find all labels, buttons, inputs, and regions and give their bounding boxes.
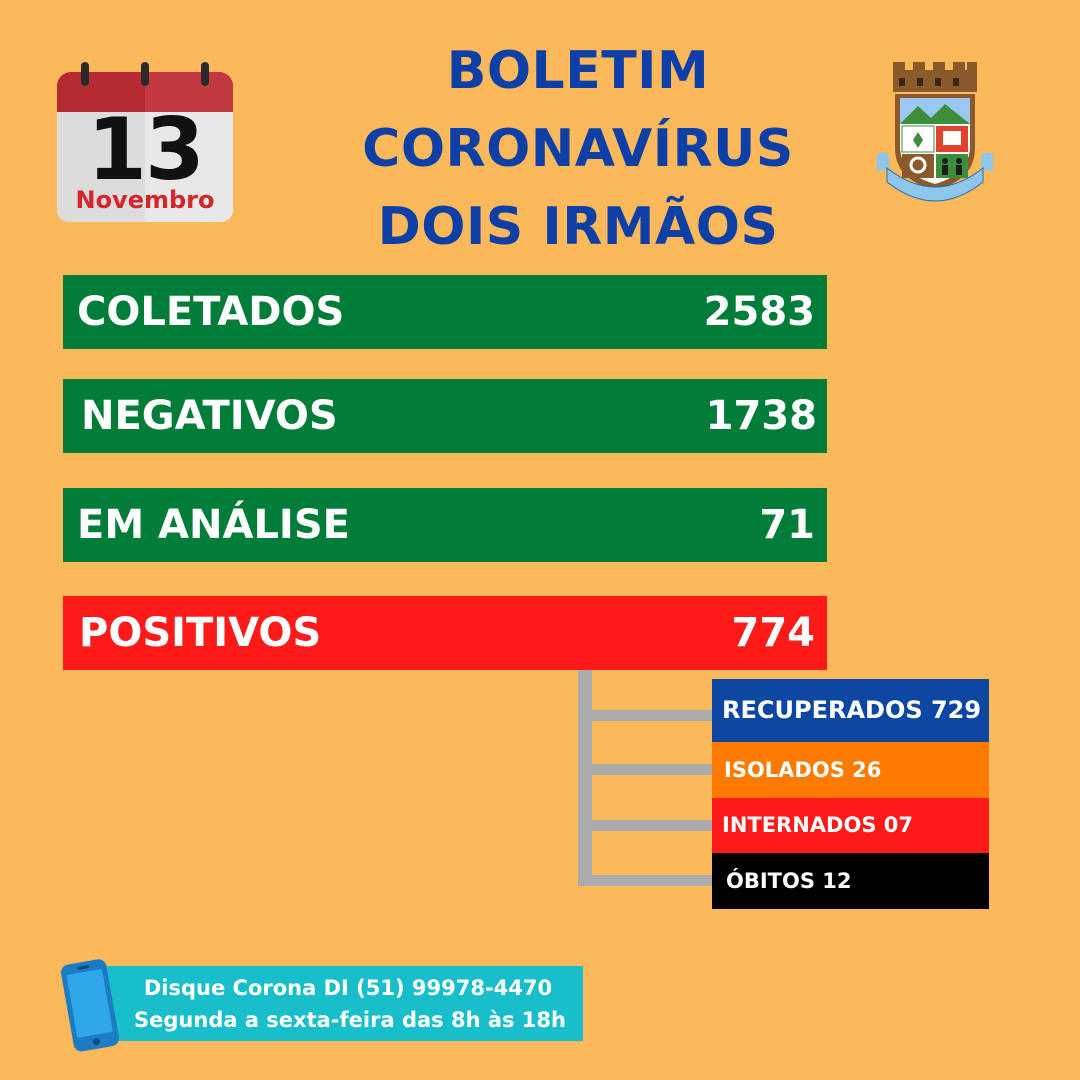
contact-phone-line: Disque Corona DI (51) 99978-4470 <box>143 976 553 1000</box>
breakdown-isolados: ISOLADOS 26 <box>712 742 989 798</box>
contact-hours-line: Segunda a sexta-feira das 8h às 18h <box>134 1008 566 1032</box>
calendar-month: Novembro <box>75 186 215 214</box>
breakdown-label: ISOLADOS 26 <box>724 758 882 782</box>
connector-branch <box>578 875 712 886</box>
connector-branch <box>578 820 712 831</box>
stat-bar-negativos: NEGATIVOS 1738 <box>63 379 827 453</box>
stat-label: EM ANÁLISE <box>77 502 350 548</box>
breakdown-label: INTERNADOS 07 <box>722 813 913 837</box>
stat-label: COLETADOS <box>77 289 345 335</box>
title-line-3: DOIS IRMÃOS <box>377 197 779 257</box>
stat-bar-coletados: COLETADOS 2583 <box>63 275 827 349</box>
contact-banner: Disque Corona DI (51) 99978-4470 Segunda… <box>99 966 583 1041</box>
smartphone-icon <box>57 955 127 1055</box>
stat-label: NEGATIVOS <box>81 393 338 439</box>
stat-bar-em-analise: EM ANÁLISE 71 <box>63 488 827 562</box>
title-line-2: CORONAVÍRUS <box>362 119 794 179</box>
breakdown-recuperados: RECUPERADOS 729 <box>712 679 989 742</box>
stat-value: 71 <box>759 502 815 548</box>
stat-bar-positivos: POSITIVOS 774 <box>63 596 827 670</box>
breakdown-obitos: ÓBITOS 12 <box>712 853 989 909</box>
page-title: BOLETIM CORONAVÍRUS DOIS IRMÃOS <box>330 32 826 266</box>
stat-value: 774 <box>731 610 816 656</box>
calendar-icon: 13 Novembro <box>57 62 233 222</box>
breakdown-label: RECUPERADOS 729 <box>722 696 982 724</box>
connector-branch <box>578 710 712 721</box>
stat-label: POSITIVOS <box>79 610 322 656</box>
calendar-day: 13 <box>87 100 205 200</box>
stat-value: 2583 <box>703 289 815 335</box>
connector-branch <box>578 764 712 775</box>
breakdown-label: ÓBITOS 12 <box>726 869 852 893</box>
breakdown-internados: INTERNADOS 07 <box>712 798 989 853</box>
coat-of-arms-logo <box>873 58 997 208</box>
title-line-1: BOLETIM <box>446 41 710 101</box>
stat-value: 1738 <box>705 393 817 439</box>
connector-vertical <box>578 670 592 886</box>
